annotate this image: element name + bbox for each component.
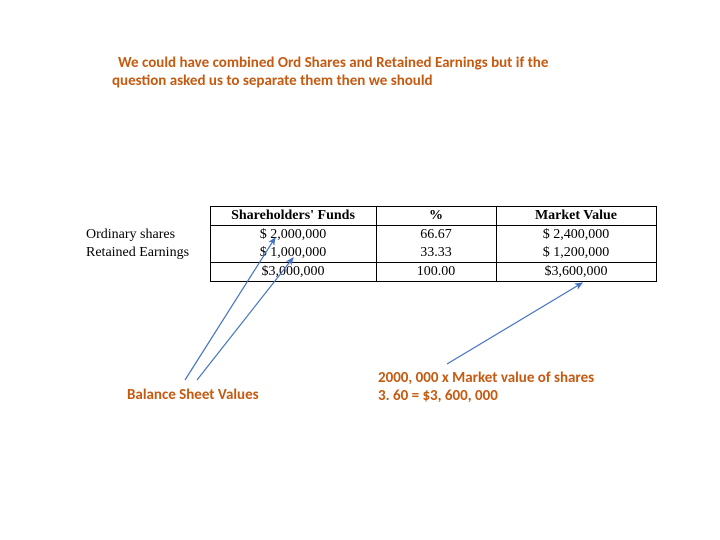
balance-sheet-values-label: Balance Sheet Values (127, 386, 259, 404)
arrow-icon (447, 283, 582, 364)
row-pct: 33.33 (376, 244, 496, 263)
shareholders-table: Shareholders' Funds % Market Value Ordin… (80, 206, 656, 282)
total-pct: 100.00 (376, 263, 496, 282)
market-value-calc-line-2: 3. 60 = $3, 600, 000 (378, 387, 678, 405)
top-note-line-1: We could have combined Ord Shares and Re… (118, 54, 618, 72)
market-value-calc-line-1: 2000, 000 x Market value of shares (378, 369, 678, 387)
table-row: Ordinary shares $ 2,000,000 66.67 $ 2,40… (80, 226, 656, 245)
total-mkt: $3,600,000 (496, 263, 656, 282)
total-funds: $3,000,000 (210, 263, 376, 282)
row-label: Ordinary shares (80, 226, 210, 245)
row-mkt: $ 1,200,000 (496, 244, 656, 263)
row-pct: 66.67 (376, 226, 496, 245)
table-total-row: $3,000,000 100.00 $3,600,000 (80, 263, 656, 282)
top-note-line-2: question asked us to separate them then … (112, 72, 612, 90)
table-header-blank (80, 207, 210, 226)
table-header-row: Shareholders' Funds % Market Value (80, 207, 656, 226)
row-funds: $ 2,000,000 (210, 226, 376, 245)
table-header-pct: % (376, 207, 496, 226)
table-header-mkt: Market Value (496, 207, 656, 226)
row-label: Retained Earnings (80, 244, 210, 263)
table-row: Retained Earnings $ 1,000,000 33.33 $ 1,… (80, 244, 656, 263)
table-header-funds: Shareholders' Funds (210, 207, 376, 226)
row-funds: $ 1,000,000 (210, 244, 376, 263)
row-mkt: $ 2,400,000 (496, 226, 656, 245)
total-label (80, 263, 210, 282)
